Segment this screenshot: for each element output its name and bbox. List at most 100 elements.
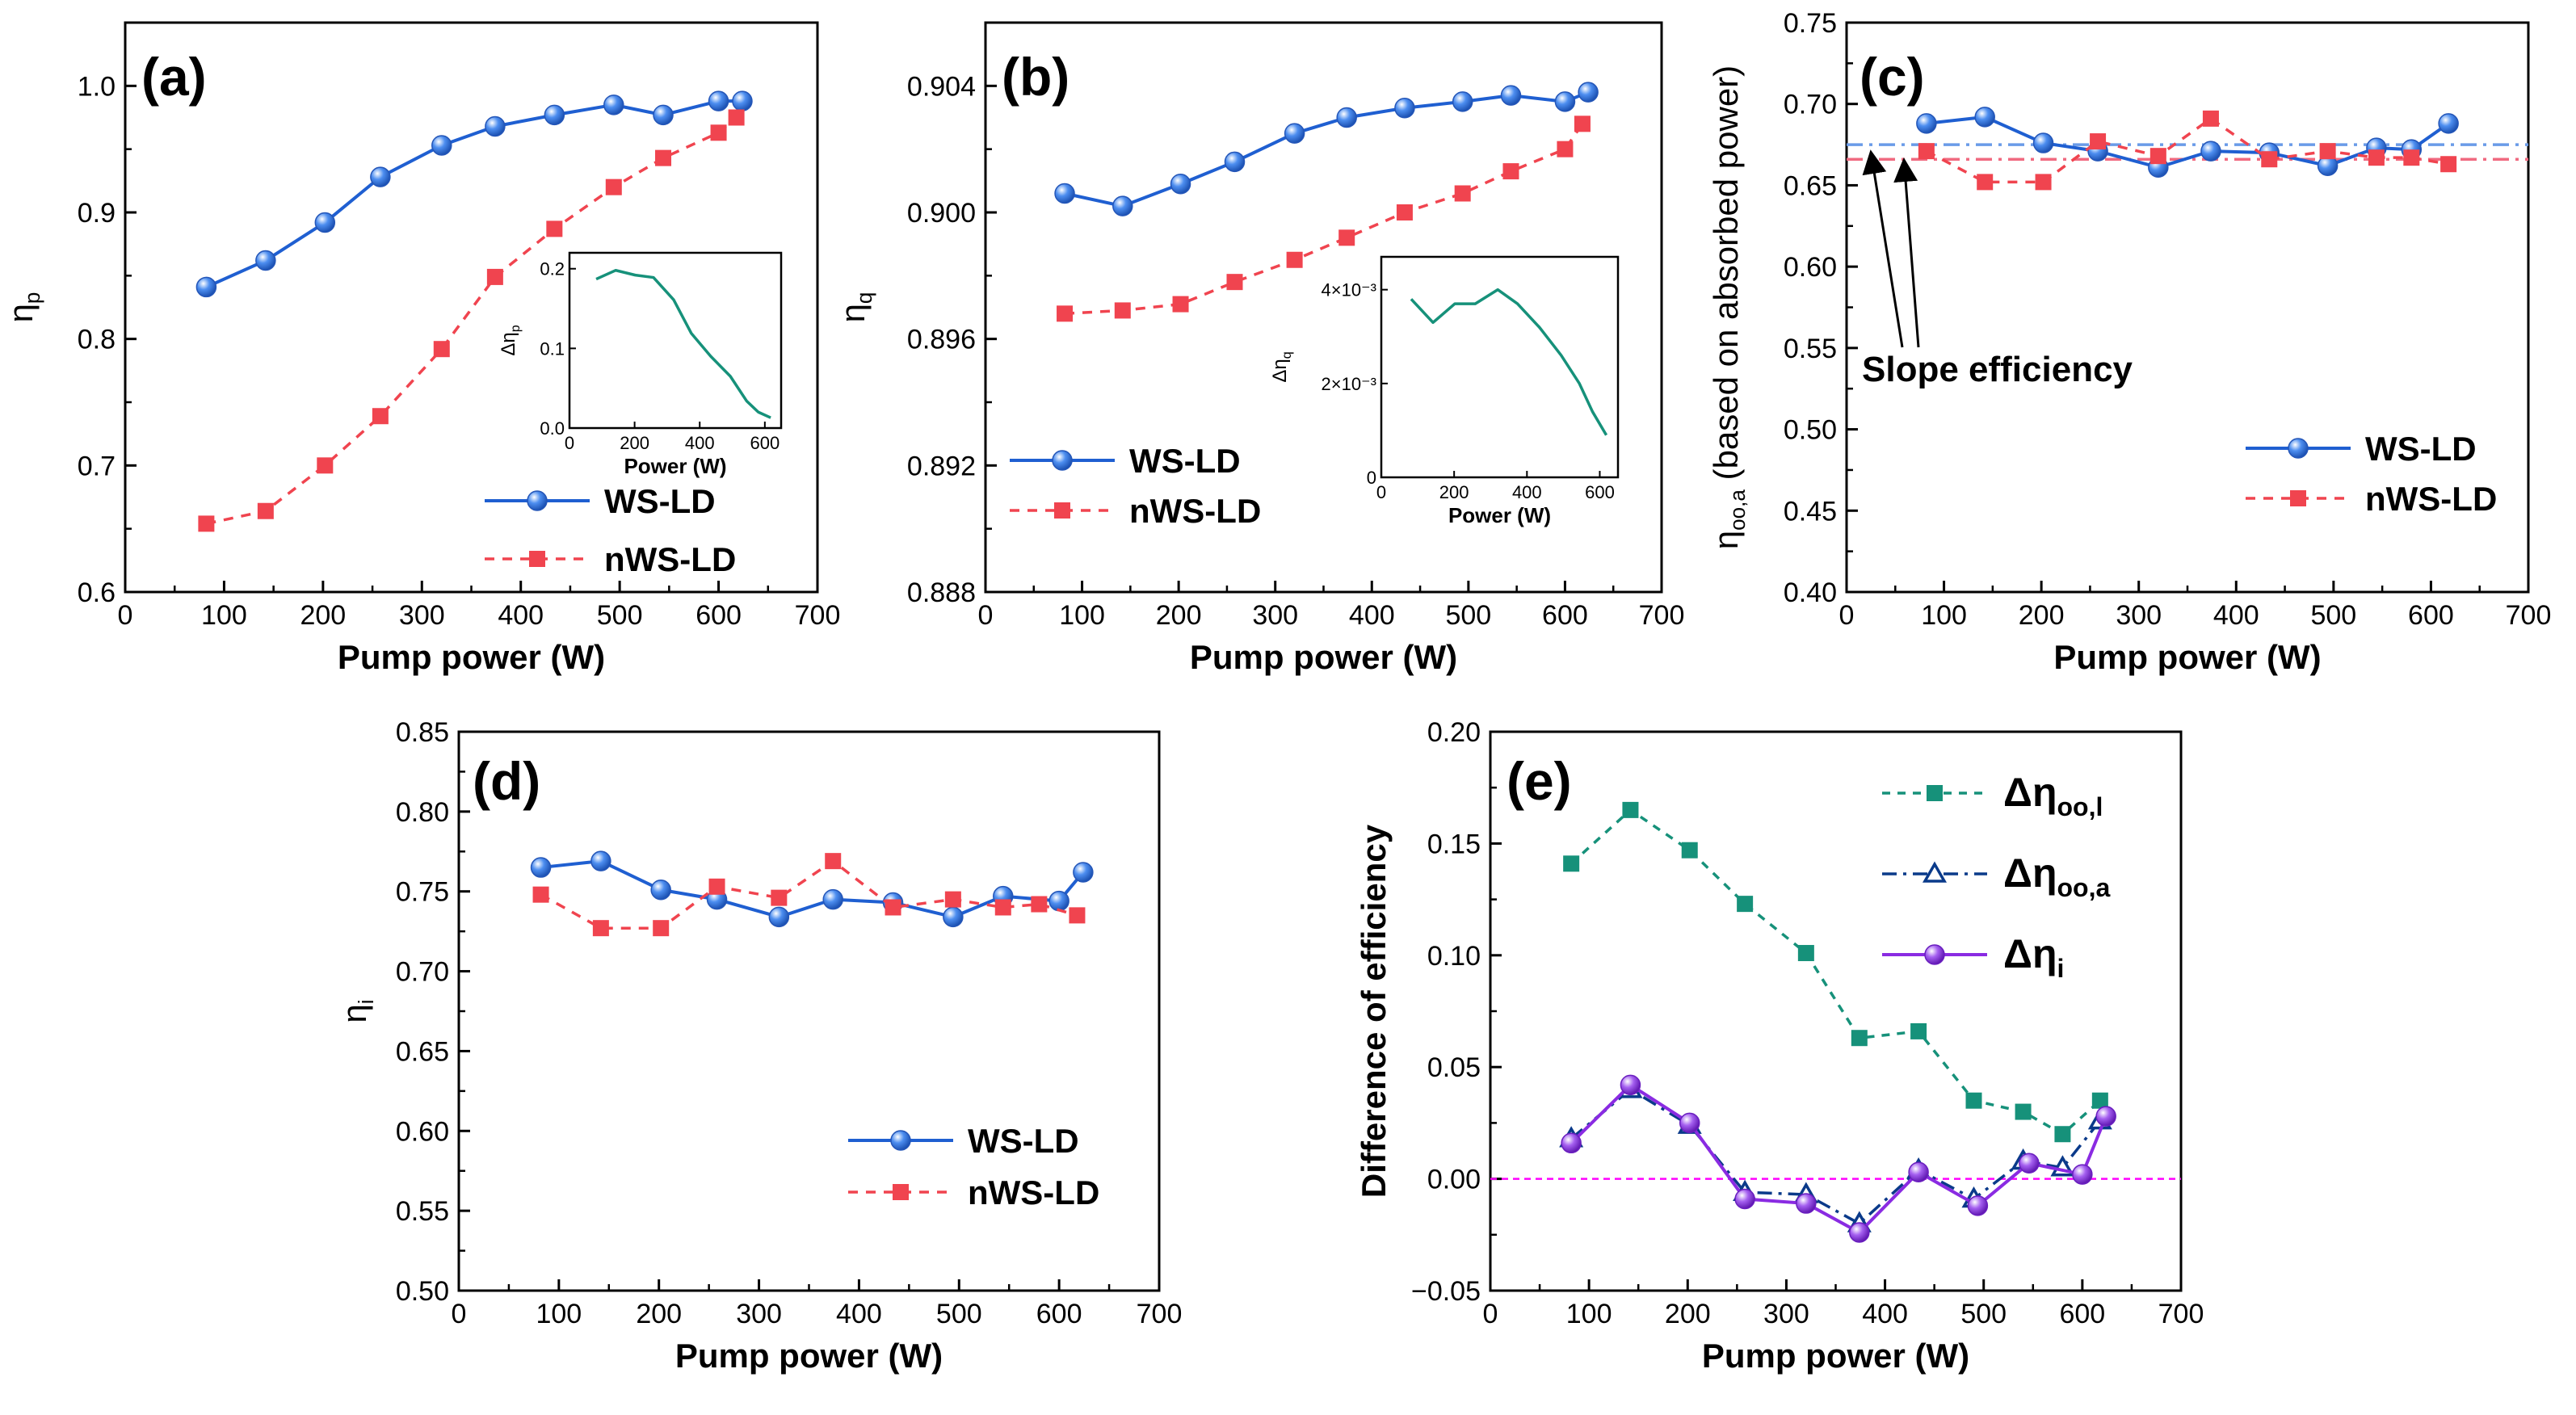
legend-label: Δηoo,l [2003, 770, 2103, 821]
data-point [2054, 1126, 2071, 1143]
x-axis-label: Pump power (W) [1190, 638, 1457, 676]
annotation-text: Slope efficiency [1862, 350, 2133, 389]
data-point [768, 906, 790, 928]
y-tick-label: 0.65 [396, 1036, 449, 1067]
legend-marker [1927, 785, 1943, 801]
y-tick-label: 0.896 [907, 325, 976, 355]
data-point [1737, 896, 1754, 913]
legend-item: WS-LD [1010, 442, 1241, 480]
inset-x-tick-label: 400 [685, 433, 715, 453]
data-point [257, 502, 274, 519]
x-tick-label: 0 [1839, 600, 1855, 631]
y-tick-label: 0.50 [1784, 415, 1837, 446]
legend-label-symbol: Δη [2003, 850, 2057, 896]
legend-item: WS-LD [848, 1122, 1079, 1160]
inset-x-tick-label: 600 [750, 433, 780, 453]
data-point [433, 341, 450, 358]
data-point [1578, 82, 1599, 103]
inset-chart: 0 200 400 600 0.0 0.1 0.2 Power (W) Δηp [498, 251, 783, 478]
series-purple [1561, 1074, 2116, 1243]
data-point [1557, 141, 1574, 157]
data-point [1284, 123, 1305, 144]
inset-x-tick-label: 0 [565, 433, 574, 453]
legend-label: Δηi [2003, 931, 2064, 983]
series-ws [1916, 107, 2459, 178]
y-tick-label: 0.75 [1784, 8, 1837, 39]
data-point [655, 149, 672, 166]
data-point [822, 888, 843, 910]
x-tick-label: 400 [1862, 1299, 1908, 1329]
x-tick-label: 600 [1542, 600, 1588, 631]
inset-x-axis-label: Power (W) [1448, 503, 1551, 527]
legend-label: WS-LD [604, 482, 716, 520]
panel-e: 0 100 200 300 400 500 600 700 −0.05 0.00 0.05 0.10 0… [1355, 717, 2204, 1375]
x-tick-label: 700 [2506, 600, 2552, 631]
data-point [532, 886, 549, 903]
inset-x-tick-label: 200 [620, 433, 649, 453]
y-tick-label: 0.00 [1427, 1165, 1481, 1195]
legend-label-subscript: i [2057, 954, 2064, 983]
inset-x-tick-label: 400 [1512, 482, 1542, 502]
data-point [603, 94, 624, 115]
panel-d: 0 100 200 300 400 500 600 700 0.50 0.55 0.60 0.65 0.… [335, 717, 1182, 1375]
data-point [1112, 195, 1133, 216]
data-point [255, 250, 276, 271]
x-tick-label: 0 [978, 600, 994, 631]
inset-y-label-subscript: p [509, 325, 523, 332]
data-point [771, 889, 788, 906]
y-tick-label: 0.60 [396, 1116, 449, 1147]
data-point [1679, 1112, 1700, 1134]
x-tick-label: 700 [1137, 1299, 1183, 1329]
x-tick-label: 100 [1566, 1299, 1612, 1329]
data-point [1396, 204, 1413, 220]
data-point [944, 891, 961, 908]
x-tick-label: 600 [1036, 1299, 1082, 1329]
legend-label: Δηoo,a [2003, 850, 2110, 902]
legend-item: WS-LD [2246, 430, 2477, 468]
data-point [708, 90, 729, 111]
data-point [1500, 85, 1522, 106]
legend-item: Δηoo,a [1882, 850, 2110, 902]
x-tick-label: 200 [1665, 1299, 1711, 1329]
series-line [1570, 808, 2102, 1136]
data-point [1454, 185, 1471, 202]
y-tick-label: 0.40 [1784, 577, 1837, 608]
inset-y-label-symbol: Δη [1269, 359, 1291, 382]
data-point [2200, 141, 2221, 162]
y-tick-label: 0.55 [396, 1196, 449, 1227]
data-point [1338, 229, 1355, 246]
legend-label: WS-LD [968, 1122, 1079, 1160]
data-point [431, 135, 452, 156]
data-point [2095, 1106, 2116, 1127]
x-tick-label: 300 [1763, 1299, 1809, 1329]
data-point [1031, 896, 1048, 913]
x-tick-label: 200 [2019, 600, 2065, 631]
data-point [1054, 183, 1075, 204]
data-point [825, 853, 842, 870]
x-tick-label: 400 [498, 600, 544, 631]
data-point [486, 268, 503, 285]
data-point [2035, 174, 2052, 191]
inset-y-tick-label: 2×10⁻³ [1322, 374, 1377, 394]
data-point [198, 515, 215, 532]
series-line [206, 116, 738, 526]
inset-x-tick-label: 600 [1585, 482, 1615, 502]
y-tick-label: 0.900 [907, 198, 976, 229]
y-tick-label: 0.70 [396, 957, 449, 988]
data-point [2032, 132, 2054, 153]
data-point [2015, 1103, 2032, 1120]
data-point [1574, 115, 1591, 132]
legend-item: Δηoo,l [1882, 770, 2103, 821]
data-point [1622, 801, 1639, 818]
legend-label: nWS-LD [604, 540, 736, 578]
data-point [650, 879, 671, 901]
x-tick-label: 600 [2059, 1299, 2105, 1329]
y-axis-label: ηp [2, 292, 44, 323]
data-point [370, 166, 391, 187]
data-point [1073, 862, 1094, 883]
data-point [1734, 1188, 1755, 1210]
y-axis-label-subscript: i [354, 999, 378, 1004]
y-axis-label-symbol: η [834, 304, 872, 322]
data-point [1286, 251, 1303, 268]
y-axis-label-rest: (based on absorbed power) [1707, 65, 1745, 489]
